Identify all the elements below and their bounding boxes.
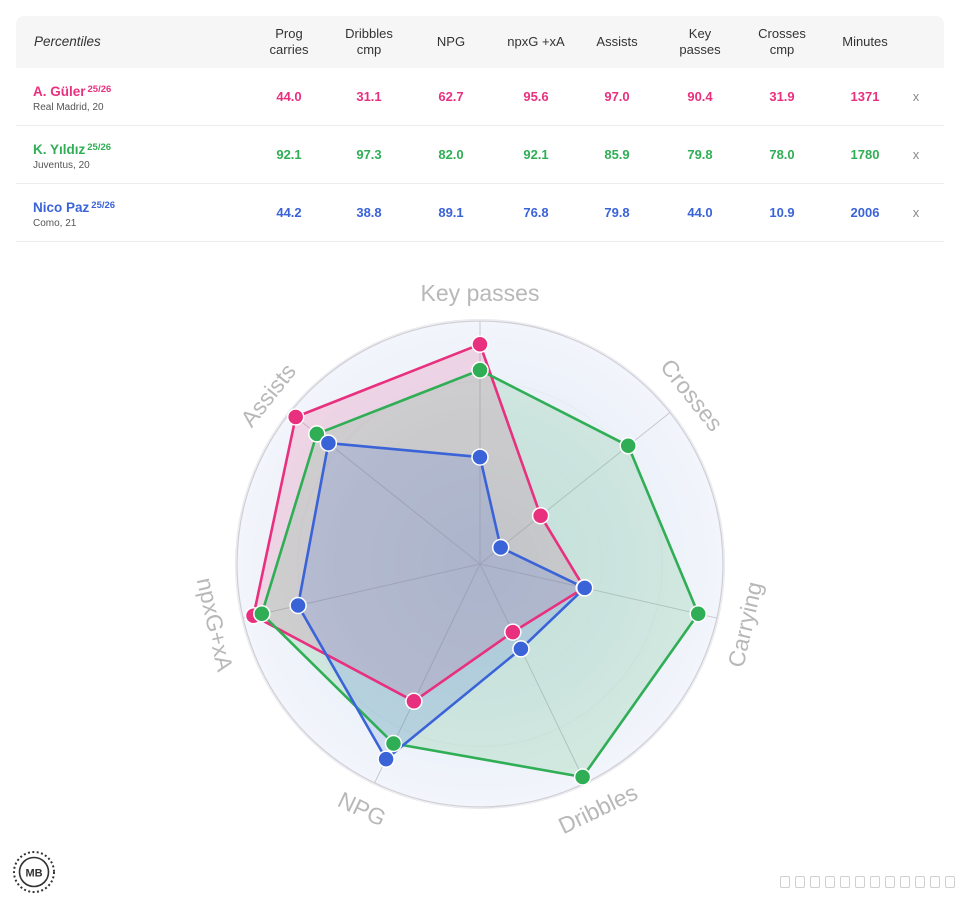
remove-player-button[interactable]: x — [912, 89, 920, 104]
col-header: npxG +xA — [507, 34, 565, 49]
percentile-table: Percentiles Prog carries Dribbles cmp NP… — [16, 16, 944, 242]
data-point[interactable] — [384, 734, 403, 753]
value-cell: 2006 — [850, 205, 880, 220]
data-point[interactable] — [308, 425, 326, 443]
series-line — [252, 342, 586, 703]
value-cell: 79.8 — [604, 205, 630, 220]
series-area — [261, 370, 699, 777]
logo-text: MB — [25, 868, 42, 880]
player-info: Nico Paz 25/26 Como, 21 — [33, 199, 115, 229]
axis-label: Carrying — [723, 579, 768, 670]
series-line — [260, 368, 700, 779]
data-point[interactable] — [471, 448, 489, 466]
value-cell: 31.9 — [769, 89, 795, 104]
value-cell: 78.0 — [769, 147, 795, 162]
value-cell: 44.0 — [276, 89, 302, 104]
radar-spoke — [242, 563, 481, 619]
data-point[interactable] — [319, 434, 338, 452]
data-point[interactable] — [289, 596, 307, 615]
data-point[interactable] — [619, 437, 637, 455]
data-point[interactable] — [377, 750, 395, 768]
series-area — [253, 344, 585, 702]
player-club: Real Madrid, 20 — [33, 102, 104, 113]
player-club: Juventus, 20 — [33, 160, 90, 171]
data-point[interactable] — [575, 579, 594, 597]
col-header: NPG — [436, 34, 466, 49]
data-point[interactable] — [253, 605, 271, 623]
radar-spoke — [479, 563, 718, 619]
data-point[interactable] — [471, 361, 489, 379]
radar-spoke — [479, 412, 671, 565]
player-season: 25/26 — [87, 142, 112, 153]
player-season: 25/26 — [87, 84, 112, 95]
radar-spoke — [479, 563, 586, 784]
data-point[interactable] — [471, 335, 489, 354]
player-info: A. Güler 25/26 Real Madrid, 20 — [33, 83, 111, 113]
col-header: Dribbles cmp — [345, 26, 393, 57]
value-cell: 97.0 — [604, 89, 630, 104]
value-cell: 44.2 — [276, 205, 302, 220]
value-cell: 92.1 — [276, 147, 302, 162]
remove-player-button[interactable]: x — [912, 147, 920, 162]
axis-label: Key passes — [421, 280, 540, 306]
data-point[interactable] — [512, 640, 530, 658]
data-point[interactable] — [531, 506, 550, 525]
remove-player-button[interactable]: x — [912, 205, 920, 220]
col-header: Assists — [596, 34, 638, 49]
data-point[interactable] — [689, 605, 707, 623]
data-point[interactable] — [491, 538, 510, 557]
col-header: Prog carries — [269, 26, 309, 57]
table-header: Percentiles Prog carries Dribbles cmp NP… — [16, 16, 944, 68]
data-point[interactable] — [405, 692, 423, 711]
value-cell: 1371 — [850, 89, 880, 104]
value-cell: 95.6 — [523, 89, 549, 104]
table-row: A. Güler 25/26 Real Madrid, 20 44.0 31.1 62.7… — [16, 68, 944, 126]
table-row: Nico Paz 25/26 Como, 21 44.2 38.8 89.1 76.8 79.… — [16, 184, 944, 242]
player-name[interactable]: A. Güler — [33, 84, 86, 99]
player-season: 25/26 — [91, 200, 116, 211]
table-row: K. Yıldız 25/26 Juventus, 20 92.1 97.3 82.0 92… — [16, 126, 944, 184]
value-cell: 79.8 — [687, 147, 713, 162]
player-club: Como, 21 — [33, 218, 77, 229]
value-cell: 38.8 — [356, 205, 382, 220]
value-cell: 44.0 — [687, 205, 713, 220]
player-name[interactable]: Nico Paz — [33, 200, 90, 215]
corner-label: Percentiles — [34, 34, 101, 49]
axis-label: npxG+xA — [192, 575, 239, 674]
value-cell: 97.3 — [356, 147, 382, 162]
series-area — [298, 443, 585, 760]
axis-label: NPG — [334, 786, 390, 831]
data-point[interactable] — [286, 408, 305, 426]
col-header: Crosses cmp — [758, 26, 806, 57]
value-cell: 1780 — [850, 147, 880, 162]
value-cell: 89.1 — [438, 205, 464, 220]
col-header: Key passes — [679, 26, 721, 57]
radar-outer-ring-halo — [235, 319, 725, 809]
data-point[interactable] — [504, 623, 522, 641]
value-cell: 85.9 — [604, 147, 630, 162]
value-cell: 90.4 — [687, 89, 713, 104]
value-cell: 76.8 — [523, 205, 549, 220]
value-cell: 62.7 — [438, 89, 464, 104]
value-cell: 82.0 — [438, 147, 464, 162]
data-point[interactable] — [573, 768, 592, 786]
mb-logo: MB — [13, 851, 55, 893]
series-line — [296, 441, 587, 761]
value-cell: 10.9 — [769, 205, 795, 220]
value-cell: 31.1 — [356, 89, 382, 104]
watermark — [780, 876, 959, 888]
player-info: K. Yıldız 25/26 Juventus, 20 — [33, 141, 111, 171]
value-cell: 92.1 — [523, 147, 549, 162]
player-name[interactable]: K. Yıldız — [33, 142, 86, 157]
col-header: Minutes — [842, 34, 888, 49]
